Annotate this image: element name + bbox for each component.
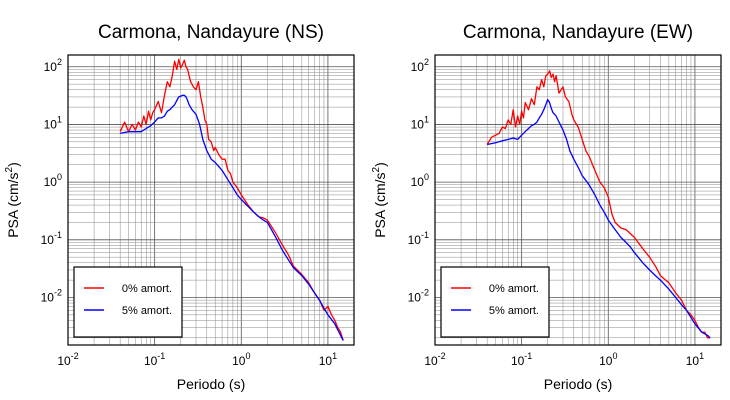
x-tick-label: 101 xyxy=(319,351,337,368)
legend-label: 0% amort. xyxy=(489,283,539,295)
legend-box xyxy=(73,266,183,338)
legend-label: 0% amort. xyxy=(122,283,172,295)
x-axis-label: Periodo (s) xyxy=(177,376,245,392)
x-tick-label: 10-1 xyxy=(144,351,165,368)
y-axis-label: PSA (cm/s2) xyxy=(4,162,21,238)
y-tick-label: 10-2 xyxy=(408,287,429,304)
x-axis-label: Periodo (s) xyxy=(544,376,612,392)
x-tick-label: 100 xyxy=(599,351,617,368)
legend: 0% amort. 5% amort. xyxy=(73,266,183,338)
y-tick-label: 101 xyxy=(411,114,429,131)
y-tick-label: 100 xyxy=(411,172,429,189)
chart-panel-1: Carmona, Nandayure (NS) 10-2 10-1 100 101 10-… xyxy=(4,22,355,392)
chart-panel-2: Carmona, Nandayure (EW) 10-2 10-1 100 101 10-… xyxy=(371,22,722,392)
chart-title: Carmona, Nandayure (NS) xyxy=(98,22,324,43)
y-axis-label: PSA (cm/s2) xyxy=(371,162,388,238)
series-line-undamped xyxy=(486,70,711,339)
y-tick-label: 10-1 xyxy=(408,230,429,247)
y-tick-label: 101 xyxy=(44,114,62,131)
legend-label: 5% amort. xyxy=(122,305,172,317)
x-tick-label: 10-2 xyxy=(424,351,445,368)
x-tick-label: 10-1 xyxy=(511,351,532,368)
legend-label: 5% amort. xyxy=(489,305,539,317)
y-tick-label: 102 xyxy=(44,57,62,74)
x-tick-label: 101 xyxy=(686,351,704,368)
series-line-damped xyxy=(120,94,344,341)
legend-box xyxy=(440,266,550,338)
y-tick-label: 102 xyxy=(411,57,429,74)
y-tick-label: 10-1 xyxy=(41,230,62,247)
plot-frame xyxy=(67,54,355,346)
x-tick-label: 10-2 xyxy=(57,351,78,368)
x-tick-label: 100 xyxy=(232,351,250,368)
legend: 0% amort. 5% amort. xyxy=(440,266,550,338)
y-tick-label: 10-2 xyxy=(41,287,62,304)
chart-title: Carmona, Nandayure (EW) xyxy=(463,22,693,43)
series-line-damped xyxy=(487,98,711,339)
plot-frame xyxy=(434,54,722,346)
series-line-undamped xyxy=(119,58,344,341)
y-tick-label: 100 xyxy=(44,172,62,189)
